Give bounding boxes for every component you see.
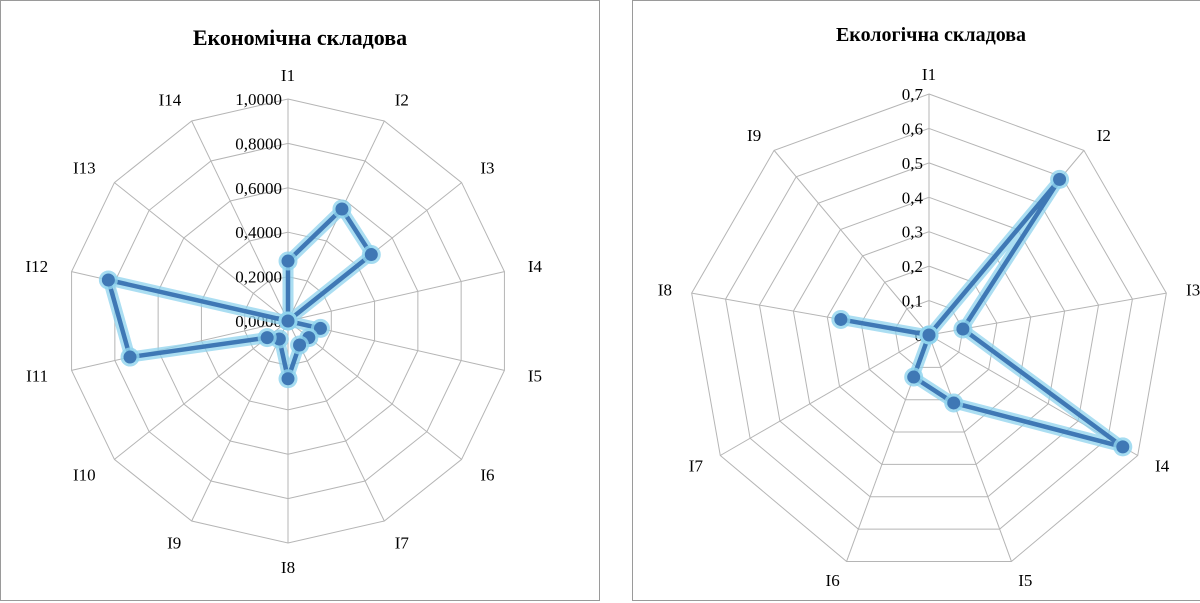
grid-spoke xyxy=(114,182,289,322)
grid-ring xyxy=(792,196,1066,465)
chart-title: Економічна складова xyxy=(193,25,407,50)
category-label: I5 xyxy=(528,367,542,386)
tick-label: 0,6 xyxy=(902,119,923,138)
ecological-radar-chart: Екологічна складова 00,10,20,30,40,50,60… xyxy=(658,24,1200,590)
grid-ring xyxy=(725,127,1133,530)
tick-label: 0,5 xyxy=(902,154,923,173)
grid-spoke xyxy=(191,120,289,322)
data-point xyxy=(1116,440,1130,454)
tick-label: 0,4000 xyxy=(235,223,282,242)
data-point xyxy=(101,273,115,287)
data-point xyxy=(947,396,961,410)
category-label: I7 xyxy=(689,456,704,475)
category-label: I13 xyxy=(73,159,96,178)
data-point xyxy=(335,202,349,216)
tick-label: 0,2 xyxy=(902,257,923,276)
data-point xyxy=(293,338,307,352)
data-point xyxy=(364,248,378,262)
grid-spoke xyxy=(773,150,930,336)
category-label: I9 xyxy=(747,126,761,145)
category-label: I4 xyxy=(528,257,543,276)
category-label: I1 xyxy=(922,65,936,84)
tick-label: 0,3 xyxy=(902,223,923,242)
data-point xyxy=(313,321,327,335)
chart-title: Екологічна складова xyxy=(836,24,1026,46)
data-point xyxy=(281,254,295,268)
grid-spoke xyxy=(191,320,289,522)
category-label: I6 xyxy=(480,465,494,484)
category-label: I12 xyxy=(25,257,48,276)
category-label: I9 xyxy=(167,534,181,553)
category-label: I7 xyxy=(395,534,410,553)
grid-ring xyxy=(826,231,1032,433)
data-point xyxy=(834,312,848,326)
tick-label: 0,7 xyxy=(902,85,924,104)
tick-label: 0,6000 xyxy=(235,179,282,198)
category-label: I4 xyxy=(1155,456,1170,475)
tick-label: 0,4 xyxy=(902,188,924,207)
series-line xyxy=(106,206,374,381)
data-point xyxy=(956,322,970,336)
ecological-chart-panel: Екологічна складова 0 0,1 0,2 0,3 0,4 0,5 0,6 0… xyxy=(632,0,1200,601)
grid-spoke xyxy=(287,271,505,322)
category-label: I2 xyxy=(395,90,409,109)
category-label: I14 xyxy=(159,90,182,109)
economic-radar-chart: Економічна складова 0,00000,20000,40000,… xyxy=(25,25,543,577)
category-label: I10 xyxy=(73,465,96,484)
category-label: I2 xyxy=(1097,126,1111,145)
economic-chart-panel: Економічна складова 0,0000 0,2000 0,4000 0,… xyxy=(0,0,600,601)
tick-label: 0,1 xyxy=(902,292,923,311)
grid-spoke xyxy=(928,334,1012,562)
grid-ring xyxy=(758,162,1100,498)
data-point xyxy=(907,370,921,384)
category-label: I3 xyxy=(480,159,494,178)
radar-grid xyxy=(691,93,1167,562)
tick-label: 0,2000 xyxy=(235,268,282,287)
category-label: I5 xyxy=(1018,571,1032,590)
data-point xyxy=(1053,172,1067,186)
grid-spoke xyxy=(287,320,462,460)
grid-spoke xyxy=(720,334,930,456)
grid-spoke xyxy=(287,320,385,522)
category-label: I1 xyxy=(281,66,295,85)
tick-label: 0,8000 xyxy=(235,134,282,153)
data-point xyxy=(281,314,295,328)
data-point xyxy=(260,331,274,345)
grid-ring xyxy=(691,93,1167,562)
tick-label: 1,0000 xyxy=(235,90,282,109)
data-point xyxy=(123,350,137,364)
data-point xyxy=(922,328,936,342)
category-label: I6 xyxy=(826,571,840,590)
category-label: I3 xyxy=(1186,281,1200,300)
category-label: I11 xyxy=(26,367,48,386)
category-label: I8 xyxy=(281,558,295,577)
category-label: I8 xyxy=(658,281,672,300)
grid-ring xyxy=(894,300,964,368)
data-point xyxy=(281,372,295,386)
